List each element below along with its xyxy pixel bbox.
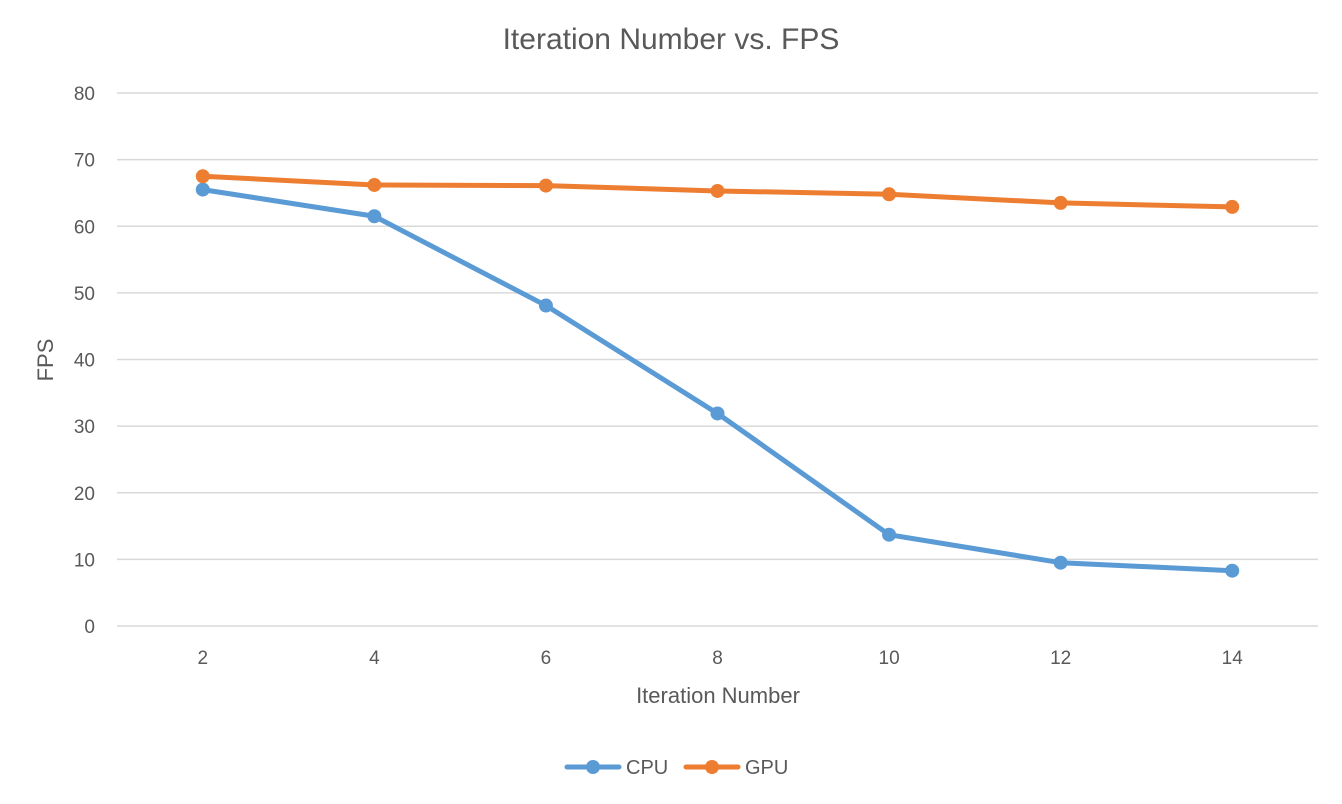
x-tick-label: 8 bbox=[712, 648, 723, 669]
y-tick-label: 0 bbox=[84, 617, 95, 638]
data-point-gpu bbox=[538, 178, 553, 193]
legend-swatch-marker bbox=[705, 760, 719, 774]
y-tick-label: 20 bbox=[74, 484, 95, 505]
data-point-cpu bbox=[710, 406, 725, 421]
y-tick-label: 30 bbox=[74, 417, 95, 438]
data-point-gpu bbox=[1053, 195, 1068, 210]
y-axis-ticks: 0 10 20 30 40 50 60 70 80 bbox=[74, 84, 95, 638]
x-axis-title: Iteration Number bbox=[636, 683, 800, 708]
y-tick-label: 80 bbox=[74, 84, 95, 105]
legend-label: GPU bbox=[745, 757, 788, 779]
data-point-gpu bbox=[710, 183, 725, 198]
data-point-cpu bbox=[882, 527, 897, 542]
data-point-gpu bbox=[367, 177, 382, 192]
legend: CPU GPU bbox=[564, 757, 788, 779]
legend-item-gpu: GPU bbox=[683, 757, 788, 779]
x-tick-label: 14 bbox=[1222, 648, 1244, 669]
y-tick-label: 70 bbox=[74, 151, 95, 172]
series-gpu bbox=[195, 169, 1240, 214]
data-point-cpu bbox=[1053, 555, 1068, 570]
data-point-gpu bbox=[882, 187, 897, 202]
x-tick-label: 12 bbox=[1050, 648, 1071, 669]
data-point-cpu bbox=[195, 182, 210, 197]
series-line-cpu bbox=[200, 187, 1235, 574]
data-point-cpu bbox=[367, 209, 382, 224]
legend-item-cpu: CPU bbox=[564, 757, 668, 779]
data-point-gpu bbox=[195, 169, 210, 184]
chart-title: Iteration Number vs. FPS bbox=[503, 23, 840, 56]
legend-swatch-marker bbox=[586, 760, 600, 774]
y-tick-label: 10 bbox=[74, 550, 95, 571]
data-point-cpu bbox=[1225, 563, 1240, 578]
data-point-gpu bbox=[1225, 199, 1240, 214]
x-tick-label: 6 bbox=[541, 648, 552, 669]
x-tick-label: 2 bbox=[197, 648, 208, 669]
x-axis-ticks: 2 4 6 8 10 12 14 bbox=[197, 648, 1243, 669]
series-cpu bbox=[195, 182, 1240, 578]
x-tick-label: 10 bbox=[879, 648, 900, 669]
y-tick-label: 40 bbox=[74, 351, 95, 372]
data-point-cpu bbox=[538, 298, 553, 313]
gridlines bbox=[117, 92, 1318, 627]
y-tick-label: 60 bbox=[74, 217, 95, 238]
y-tick-label: 50 bbox=[74, 284, 95, 305]
legend-label: CPU bbox=[626, 757, 668, 779]
y-axis-title: FPS bbox=[33, 339, 58, 382]
x-tick-label: 4 bbox=[369, 648, 380, 669]
series-layer bbox=[195, 169, 1240, 578]
